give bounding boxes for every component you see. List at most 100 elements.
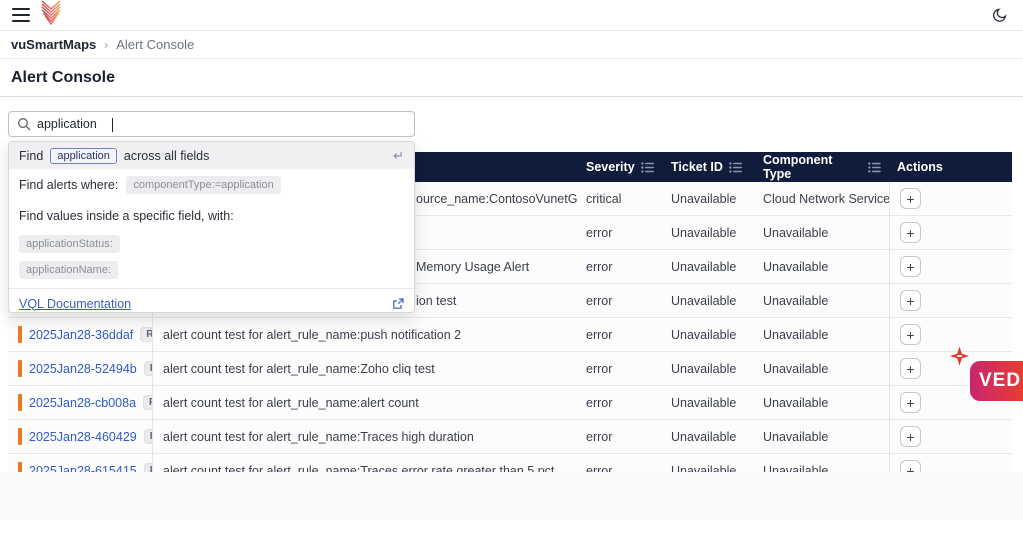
alert-component-type: Cloud Network Service <box>763 191 889 206</box>
alert-message: alert count test for alert_rule_name:pus… <box>152 318 578 351</box>
resolved-badge: R <box>143 463 152 472</box>
alert-message: alert count test for alert_rule_name:Tra… <box>152 454 578 472</box>
top-bar <box>0 0 1023 31</box>
vql-documentation-link[interactable]: VQL Documentation <box>19 296 132 311</box>
table-row[interactable]: 2025Jan28-cb008a R alert count test for … <box>8 386 1012 420</box>
alert-severity: error <box>586 429 613 444</box>
resolved-badge: R <box>140 327 152 342</box>
add-action-button[interactable]: + <box>900 392 921 413</box>
header-ticket-id[interactable]: Ticket ID <box>663 152 755 182</box>
severity-indicator <box>18 462 22 472</box>
alert-component-type: Unavailable <box>763 259 829 274</box>
header-component-type[interactable]: Component Type <box>755 152 889 182</box>
alert-id-link[interactable]: 2025Jan28-460429 <box>29 429 137 444</box>
alert-severity: error <box>586 259 613 274</box>
severity-indicator <box>18 326 22 343</box>
alert-severity: error <box>586 293 613 308</box>
table-row[interactable]: 2025Jan28-36ddaf R alert count test for … <box>8 318 1012 352</box>
alert-id-cell: 2025Jan28-460429 R <box>8 420 152 453</box>
alert-ticket-id: Unavailable <box>671 327 737 342</box>
vunet-logo <box>40 0 62 30</box>
resolved-badge: R <box>143 361 152 376</box>
alert-ticket-id: Unavailable <box>671 463 737 473</box>
alert-severity: error <box>586 225 613 240</box>
breadcrumb: vuSmartMaps › Alert Console <box>0 31 1023 59</box>
alert-message: alert count test for alert_rule_name:Tra… <box>152 420 578 453</box>
alert-ticket-id: Unavailable <box>671 429 737 444</box>
search-suggestions-dropdown: Find application across all fields ↵ Fin… <box>8 141 415 313</box>
table-row[interactable]: 2025Jan28-460429 R alert count test for … <box>8 420 1012 454</box>
return-key-icon: ↵ <box>393 147 404 163</box>
alert-id-link[interactable]: 2025Jan28-36ddaf <box>29 327 134 342</box>
alert-ticket-id: Unavailable <box>671 191 737 206</box>
ved-assistant-button[interactable]: VED <box>970 361 1023 401</box>
alert-component-type: Unavailable <box>763 293 829 308</box>
add-action-button[interactable]: + <box>900 256 921 277</box>
add-action-button[interactable]: + <box>900 324 921 345</box>
page-title: Alert Console <box>11 68 116 86</box>
external-link-icon[interactable] <box>392 297 404 310</box>
breadcrumb-root[interactable]: vuSmartMaps <box>11 37 97 52</box>
page-background-strip <box>0 472 1023 520</box>
resolved-badge: R <box>143 429 152 444</box>
severity-indicator <box>18 394 22 411</box>
alert-severity: critical <box>586 191 622 206</box>
column-filter-icon[interactable] <box>729 161 742 173</box>
add-action-button[interactable]: + <box>900 426 921 447</box>
breadcrumb-separator: › <box>104 37 109 52</box>
alert-severity: error <box>586 361 613 376</box>
alert-component-type: Unavailable <box>763 429 829 444</box>
alert-id-link[interactable]: 2025Jan28-52494b <box>29 361 137 376</box>
alert-component-type: Unavailable <box>763 395 829 410</box>
alert-id-link[interactable]: 2025Jan28-615415 <box>29 463 137 473</box>
add-action-button[interactable]: + <box>900 290 921 311</box>
search-icon <box>18 118 31 131</box>
field-chip-application-name[interactable]: applicationName: <box>19 261 118 279</box>
header-actions: Actions <box>897 160 943 174</box>
header-severity[interactable]: Severity <box>578 152 663 182</box>
alert-ticket-id: Unavailable <box>671 225 737 240</box>
alert-message: alert count test for alert_rule_name:ale… <box>152 386 578 419</box>
add-action-button[interactable]: + <box>900 358 921 379</box>
title-bar: Alert Console <box>0 59 1023 97</box>
column-filter-icon[interactable] <box>640 161 654 173</box>
add-action-button[interactable]: + <box>900 222 921 243</box>
text-caret <box>112 118 113 132</box>
alert-id-link[interactable]: 2025Jan28-cb008a <box>29 395 137 410</box>
table-row[interactable]: 2025Jan28-615415 R alert count test for … <box>8 454 1012 472</box>
menu-icon[interactable] <box>12 8 30 22</box>
dark-mode-icon[interactable] <box>989 4 1011 26</box>
severity-indicator <box>18 428 22 445</box>
alert-id-cell: 2025Jan28-cb008a R <box>8 386 152 419</box>
severity-indicator <box>18 360 22 377</box>
alert-message: alert count test for alert_rule_name:Zoh… <box>152 352 578 385</box>
alert-component-type: Unavailable <box>763 361 829 376</box>
table-row[interactable]: 2025Jan28-52494b R alert count test for … <box>8 352 1012 386</box>
field-chip-application-status[interactable]: applicationStatus: <box>19 235 120 253</box>
suggestion-where-row: Find alerts where: componentType:=applic… <box>9 169 414 201</box>
suggestion-find-all-fields[interactable]: Find application across all fields ↵ <box>9 142 414 169</box>
breadcrumb-current: Alert Console <box>116 37 195 52</box>
column-filter-icon[interactable] <box>868 161 881 173</box>
search-input[interactable] <box>37 117 406 131</box>
search-box[interactable] <box>8 111 415 137</box>
alert-id-cell: 2025Jan28-615415 R <box>8 454 152 472</box>
alert-component-type: Unavailable <box>763 225 829 240</box>
suggestion-values-label: Find values inside a specific field, wit… <box>19 209 234 223</box>
alert-id-cell: 2025Jan28-52494b R <box>8 352 152 385</box>
alert-id-cell: 2025Jan28-36ddaf R <box>8 318 152 351</box>
alert-severity: error <box>586 327 613 342</box>
alert-ticket-id: Unavailable <box>671 293 737 308</box>
add-action-button[interactable]: + <box>900 188 921 209</box>
sparkle-icon <box>949 346 970 366</box>
add-action-button[interactable]: + <box>900 460 921 472</box>
where-filter-chip[interactable]: componentType:=application <box>126 176 281 194</box>
resolved-badge: R <box>143 395 152 410</box>
alert-ticket-id: Unavailable <box>671 259 737 274</box>
alert-severity: error <box>586 463 613 473</box>
alert-component-type: Unavailable <box>763 463 829 473</box>
alert-ticket-id: Unavailable <box>671 361 737 376</box>
alert-severity: error <box>586 395 613 410</box>
alert-ticket-id: Unavailable <box>671 395 737 410</box>
search-term-chip: application <box>50 147 117 164</box>
